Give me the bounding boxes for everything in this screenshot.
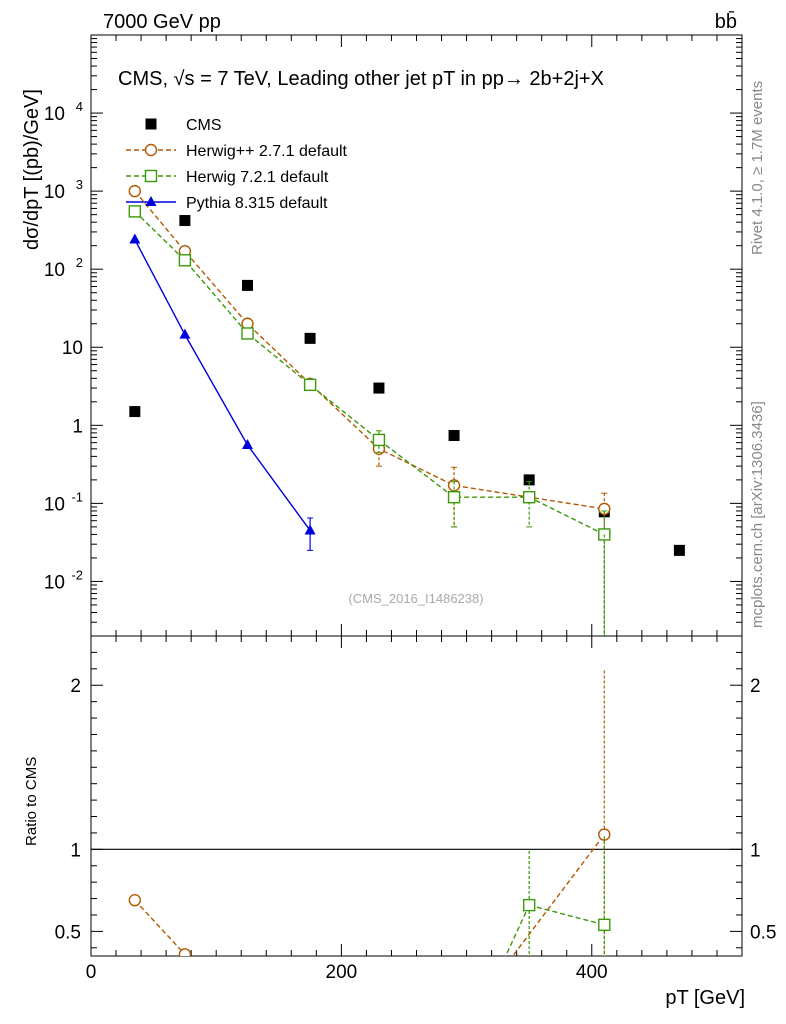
ratio-point — [598, 918, 611, 932]
data-point — [448, 430, 460, 442]
rivet-version-label: Rivet 4.1.0, ≥ 1.7M events — [749, 81, 766, 255]
ratio-tick-label-right: 1 — [750, 840, 761, 861]
legend: CMS Herwig++ 2.7.1 default Herwig 7.2.1 de… — [126, 117, 348, 212]
x-tick-label: 0 — [86, 962, 97, 983]
x-tick-label: 400 — [576, 962, 608, 983]
ratio-tick-label-right: 2 — [750, 676, 761, 697]
legend-label: Herwig 7.2.1 default — [186, 169, 329, 186]
series-line-3 — [134, 239, 311, 531]
y-tick-exponent: 4 — [76, 99, 83, 114]
y-axis-label: dσ/dpT [(pb)/GeV] — [21, 89, 43, 250]
ratio-tick-label: 0.5 — [55, 922, 81, 943]
ratio-y-axis-label: Ratio to CMS — [23, 757, 40, 846]
y-tick-label: 10 — [44, 494, 65, 515]
legend-label: Pythia 8.315 default — [186, 195, 328, 212]
legend-label: Herwig++ 2.7.1 default — [186, 143, 348, 160]
mcplots-source-label: mcplots.cern.ch [arXiv:1306.3436] — [749, 401, 766, 628]
ratio-panel: 0 200 400 0.5 0.5 1 1 2 2 — [55, 635, 776, 983]
chart-title: CMS, √s = 7 TeV, Leading other jet pT in… — [118, 68, 604, 90]
ratio-line-1 — [134, 899, 186, 955]
legend-marker — [144, 143, 158, 157]
y-tick-label: 10 — [44, 104, 65, 125]
y-tick-exponent: 2 — [76, 255, 83, 270]
x-axis-label: pT [GeV] — [665, 987, 745, 1009]
data-point — [523, 474, 535, 486]
data-point — [241, 279, 253, 291]
data-point — [304, 524, 316, 535]
ratio-data-area — [128, 670, 611, 956]
ratio-plot-frame — [90, 635, 743, 957]
data-point — [128, 184, 142, 198]
data-point — [673, 544, 685, 556]
ratio-line-1 — [511, 834, 605, 956]
legend-marker — [145, 196, 157, 206]
ratio-tick-label-right: 0.5 — [750, 922, 776, 943]
legend-marker — [145, 118, 157, 130]
y-tick-label: 10 — [44, 260, 65, 281]
y-tick-exponent: -2 — [71, 567, 83, 582]
data-point — [304, 332, 316, 344]
x-tick-label: 200 — [326, 962, 358, 983]
header-process: bb̄ — [715, 10, 737, 33]
data-point — [179, 328, 191, 339]
ratio-point — [522, 898, 536, 912]
data-point — [522, 490, 536, 504]
ratio-point — [178, 948, 192, 956]
data-point — [447, 490, 461, 504]
data-point — [598, 502, 611, 516]
data-point — [373, 382, 385, 394]
analysis-id: (CMS_2016_I1486238) — [348, 591, 483, 606]
legend-label: CMS — [186, 117, 222, 134]
y-tick-label: 1 — [72, 416, 83, 437]
ratio-tick-label: 1 — [70, 840, 81, 861]
y-tick-label: 10 — [44, 572, 65, 593]
data-point — [178, 254, 192, 267]
data-point — [129, 233, 141, 244]
data-point — [129, 406, 141, 418]
ratio-point — [598, 828, 611, 841]
data-point — [241, 438, 253, 449]
y-tick-label: 10 — [44, 182, 65, 203]
ratio-point — [128, 894, 142, 907]
data-point — [447, 479, 461, 492]
data-point — [179, 215, 191, 227]
y-tick-exponent: 3 — [76, 177, 83, 192]
data-point — [372, 433, 386, 447]
legend-marker — [144, 169, 158, 183]
main-data-area — [128, 184, 685, 636]
ratio-tick-label: 2 — [70, 676, 81, 697]
ratio-line-2 — [504, 904, 530, 956]
header-energy: 7000 GeV pp — [103, 11, 221, 33]
data-point — [241, 327, 254, 340]
data-point — [128, 205, 142, 218]
main-panel: 10 -2 10 -1 1 10 10 2 10 3 10 4 — [44, 34, 743, 637]
y-tick-label: 10 — [62, 338, 83, 359]
y-tick-exponent: -1 — [71, 489, 83, 504]
data-point — [303, 378, 317, 392]
series-line-1 — [134, 190, 605, 510]
series-line-2 — [134, 210, 605, 536]
ratio-line-2 — [528, 904, 605, 926]
